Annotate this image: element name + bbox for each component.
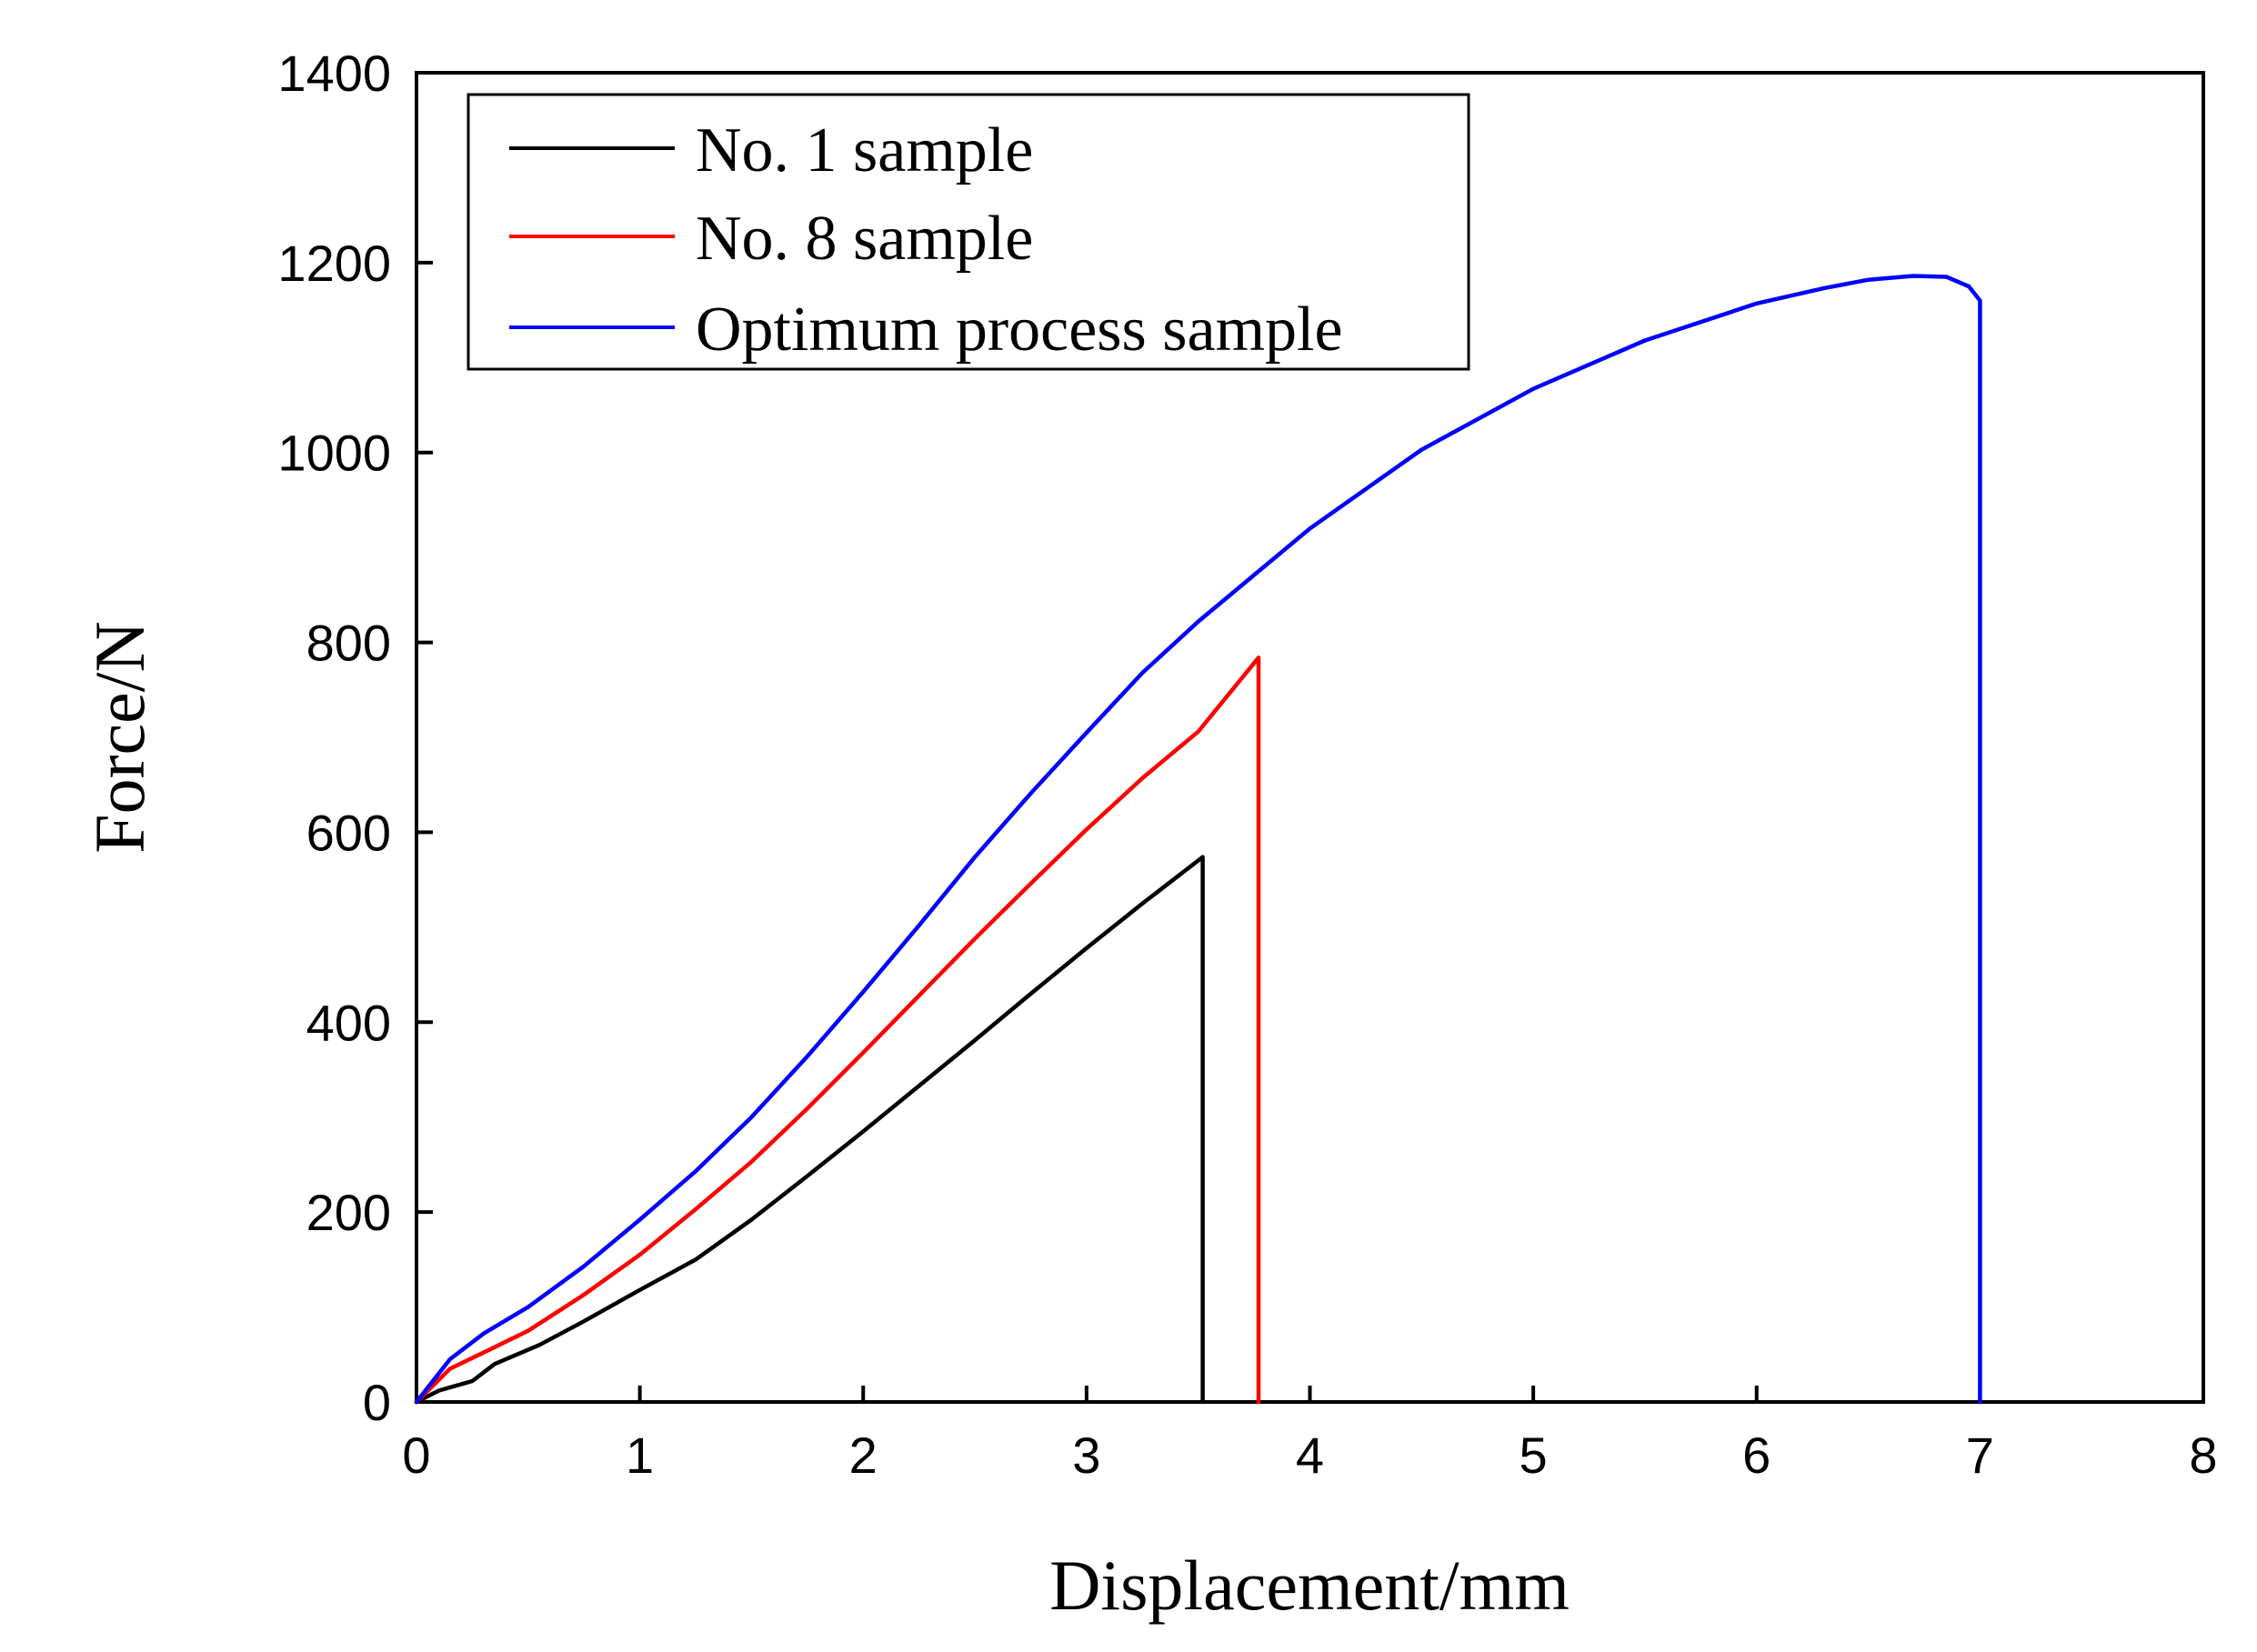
- legend: No. 1 sample No. 8 sample Optimum proces…: [466, 93, 1470, 371]
- y-tick-label: 600: [306, 804, 391, 861]
- legend-label-optimum-process-sample: Optimum process sample: [696, 295, 1343, 365]
- x-tick-label: 7: [1966, 1427, 1994, 1484]
- y-tick-label: 1200: [277, 235, 391, 292]
- y-tick-label: 1400: [277, 45, 391, 102]
- y-axis-title: Force/N: [80, 621, 159, 854]
- series-layer: [414, 274, 1982, 1405]
- x-tick-label: 0: [402, 1427, 430, 1484]
- y-tick-label: 200: [306, 1184, 391, 1241]
- x-tick-label: 4: [1296, 1427, 1324, 1484]
- legend-frame: [466, 93, 1470, 371]
- x-axis-title: Displacement/mm: [1049, 1546, 1570, 1625]
- y-tick-label: 1000: [277, 425, 391, 482]
- legend-label-no-1-sample: No. 1 sample: [696, 115, 1033, 185]
- x-tick-label: 2: [849, 1427, 878, 1484]
- y-tick-label: 0: [363, 1374, 391, 1431]
- series-line-optimum-process-sample: [414, 274, 1982, 1405]
- x-tick-label: 5: [1520, 1427, 1548, 1484]
- y-tick-label: 800: [306, 615, 391, 672]
- x-tick-label: 8: [2189, 1427, 2217, 1484]
- legend-label-no-8-sample: No. 8 sample: [696, 204, 1033, 274]
- x-tick-label: 3: [1072, 1427, 1100, 1484]
- series-line-no-8-sample: [414, 656, 1261, 1405]
- x-axis-ticks: 0 1 2 3 4 5 6 7 8: [402, 1386, 2218, 1484]
- series-line-no-1-sample: [414, 855, 1205, 1405]
- x-tick-label: 6: [1742, 1427, 1770, 1484]
- y-axis-ticks: 0 200 400 600 800 1000 1200 1400: [277, 45, 433, 1431]
- x-tick-label: 1: [626, 1427, 654, 1484]
- y-tick-label: 400: [306, 994, 391, 1051]
